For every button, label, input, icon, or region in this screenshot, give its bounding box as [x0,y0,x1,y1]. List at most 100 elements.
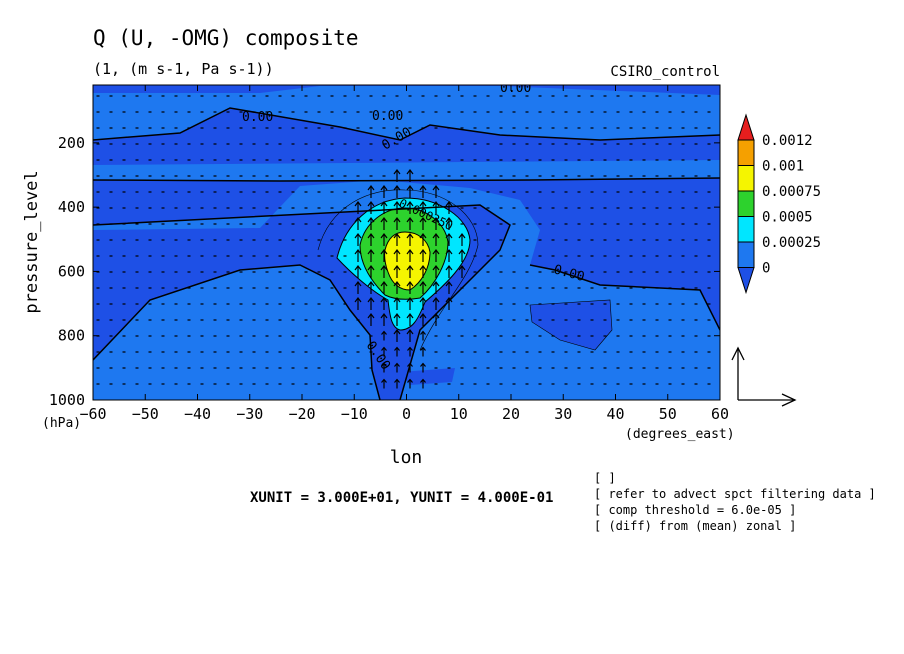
vector-arrow [380,217,388,230]
vector-arrow [432,281,440,294]
vector-arrow [394,346,400,357]
vector-arrow [445,297,453,310]
x-tick-label: 0 [402,405,411,423]
x-tick-label: 10 [450,405,468,423]
vector-arrow [393,265,401,278]
vector-arrow [367,281,375,294]
vector-arrow [432,201,440,214]
x-tick-label: −30 [236,405,263,423]
x-tick-label: 40 [606,405,624,423]
vector-arrow [380,249,388,262]
unit-text: XUNIT = 3.000E+01, YUNIT = 4.000E-01 [250,490,553,506]
vector-arrow [419,281,427,294]
x-tick-label: −20 [288,405,315,423]
vector-arrow [354,265,362,278]
vector-arrow [420,378,426,389]
vector-arrow [445,201,453,214]
vector-arrow [432,313,440,326]
vector-arrow [432,249,440,262]
vector-arrow [367,201,375,214]
x-tick-label: 30 [554,405,572,423]
vector-arrow [445,233,453,246]
vector-arrow [445,217,453,230]
vector-arrow [419,185,427,198]
vector-arrow [406,249,414,262]
vector-arrow [367,297,375,310]
note-line: [ refer to advect spct filtering data ] [594,487,876,501]
vector-arrow [367,185,375,198]
vector-arrow [406,217,414,230]
x-tick-label: 20 [502,405,520,423]
vector-arrow [406,169,414,182]
vector-arrow [394,362,400,373]
note-line: [ ] [594,471,616,485]
vector-arrow [393,169,401,182]
vector-arrow [420,362,426,373]
vector-arrow [380,281,388,294]
vector-arrow [406,281,414,294]
dataset-label: CSIRO_control [610,64,720,80]
vector-arrow [419,233,427,246]
colorbar: 0.0012 0.001 0.00075 0.0005 0.00025 0 [737,113,821,295]
vector-arrow [380,185,388,198]
contour-label: 0.00 [242,110,273,125]
vector-arrow [354,281,362,294]
vector-arrow [354,217,362,230]
vector-arrow [381,378,387,389]
wind-vectors [96,95,711,389]
vector-arrow [367,265,375,278]
contour-label: 0.00 [372,109,403,124]
vector-arrow [406,201,414,214]
vector-arrow [380,201,388,214]
vector-arrow [367,233,375,246]
vector-arrow [380,297,388,310]
vector-arrow [419,249,427,262]
vector-arrow [354,249,362,262]
vector-arrow [393,185,401,198]
reference-vector [731,346,797,407]
vector-arrow [380,233,388,246]
chart-subtitle: (1, (m s-1, Pa s-1)) [93,60,274,78]
colorbar-min-triangle [737,267,755,295]
vector-arrow [394,378,400,389]
vector-arrow [458,233,466,246]
colorbar-swatch [737,216,755,243]
y-axis: 200 400 600 800 1000 [49,134,720,409]
vector-arrow [406,313,414,326]
colorbar-label: 0.00025 [762,235,821,251]
vector-arrow [445,281,453,294]
colorbar-swatch [737,165,755,192]
vector-arrow [406,185,414,198]
y-tick-label: 600 [58,262,85,280]
colorbar-swatch [737,190,755,217]
x-axis-label: lon [390,447,423,468]
vector-arrow [367,313,375,326]
vector-arrow [406,233,414,246]
x-tick-label: 50 [659,405,677,423]
vector-arrow [381,346,387,357]
vector-arrow [419,217,427,230]
vector-arrow [354,297,362,310]
vector-arrow [419,313,427,326]
note-line: [ (diff) from (mean) zonal ] [594,519,796,533]
vector-arrow [393,249,401,262]
vector-arrow [458,265,466,278]
vector-arrow [420,346,426,357]
notes: [ ] [ refer to advect spct filtering dat… [594,471,876,533]
vector-arrow [432,265,440,278]
vector-arrow [406,265,414,278]
vector-arrow [380,313,388,326]
vector-arrow [393,217,401,230]
vector-arrow [432,217,440,230]
fill-below-zero-patch-2 [400,368,455,385]
note-line: [ comp threshold = 6.0e-05 ] [594,503,796,517]
y-tick-label: 1000 [49,391,85,409]
x-tick-label: −50 [132,405,159,423]
x-tick-label: −60 [79,405,106,423]
y-axis-label: pressure_level [22,170,42,313]
x-units: (degrees_east) [625,427,735,442]
vector-arrow [381,330,387,341]
fill-level-zero-middle [93,160,720,181]
x-tick-label: 60 [711,405,729,423]
